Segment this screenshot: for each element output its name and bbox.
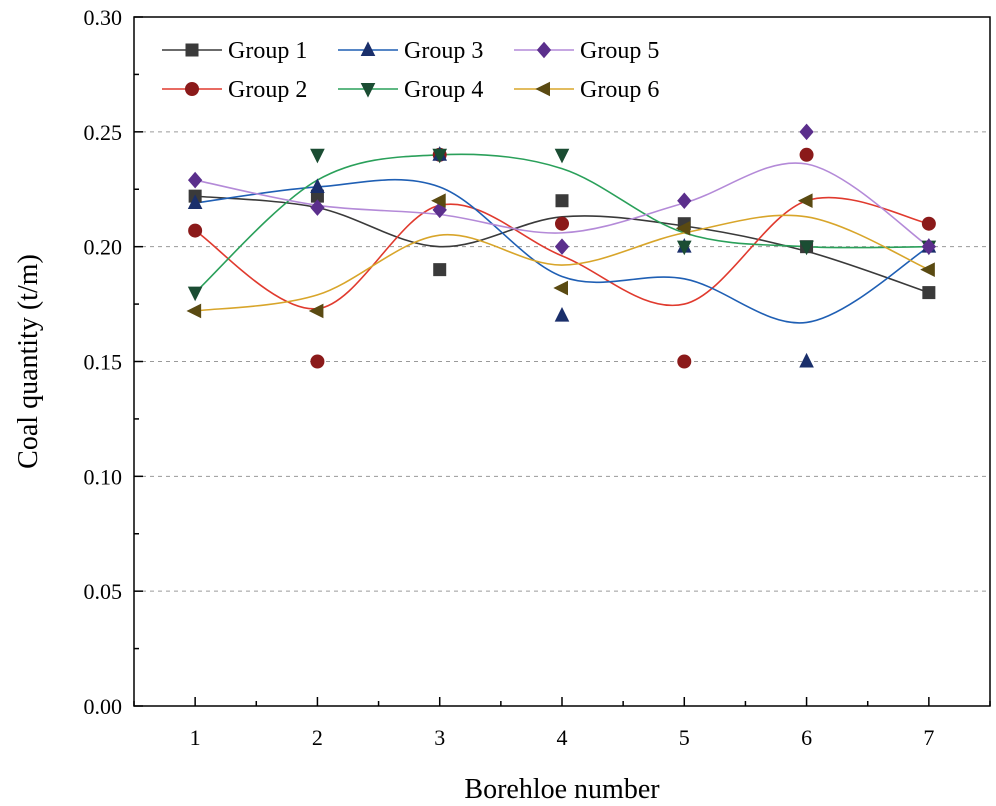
- group-2-point: [310, 354, 325, 369]
- legend-marker: [360, 83, 376, 98]
- legend-item-group-2: Group 2: [162, 77, 307, 103]
- y-tick-label: 0.10: [84, 464, 123, 489]
- axes: [133, 16, 991, 707]
- series-markers: [186, 123, 937, 369]
- legend-item-group-4: Group 4: [338, 77, 483, 103]
- group-5-point: [677, 192, 692, 209]
- group-1-point: [555, 194, 569, 208]
- group-5-point: [187, 171, 203, 189]
- group-1-point: [433, 263, 447, 277]
- y-tick-label: 0.15: [84, 350, 123, 375]
- legend-label: Group 3: [404, 38, 483, 64]
- group-1-point: [922, 286, 936, 300]
- group-5-point: [921, 238, 937, 255]
- legend-label: Group 5: [580, 38, 659, 64]
- x-tick-label: 6: [801, 725, 812, 750]
- group-3-point: [799, 352, 814, 368]
- group-2-point: [555, 216, 569, 231]
- legend-item-group-3: Group 3: [338, 38, 483, 64]
- legend: Group 1 Group 2 Group 3 Group 4 Group 5 Group…: [162, 38, 659, 103]
- group-4-point: [554, 148, 570, 164]
- y-tick-label: 0.05: [84, 579, 123, 604]
- group-4-point: [432, 148, 448, 164]
- group-6-curve: [195, 214, 930, 312]
- x-tick-label: 3: [434, 725, 445, 750]
- group-2-point: [188, 223, 203, 238]
- group-5-point: [799, 123, 814, 141]
- x-axis-title: Borehloe number: [464, 774, 660, 805]
- y-tick-label: 0.00: [84, 694, 123, 719]
- y-axis-title: Coal quantity (t/m): [13, 254, 44, 469]
- group-6-point: [675, 220, 691, 236]
- legend-item-group-6: Group 6: [514, 77, 659, 103]
- legend-marker: [536, 41, 552, 59]
- group-4-point: [799, 240, 814, 256]
- group-6-point: [308, 303, 324, 319]
- legend-label: Group 1: [228, 38, 307, 64]
- group-4-point: [310, 148, 325, 164]
- x-tick-label: 2: [312, 725, 323, 750]
- legend-label: Group 6: [580, 77, 659, 103]
- y-tick-label: 0.20: [84, 235, 123, 260]
- legend-label: Group 2: [228, 77, 307, 103]
- group-5-point: [554, 238, 570, 255]
- legend-item-group-5: Group 5: [514, 38, 659, 64]
- legend-marker: [360, 41, 376, 56]
- group-6-point: [920, 262, 935, 277]
- x-tick-label: 5: [679, 725, 690, 750]
- legend-marker: [185, 43, 199, 57]
- group-5-point: [310, 199, 325, 216]
- group-2-point: [799, 147, 814, 162]
- legend-marker: [535, 81, 550, 97]
- x-tick-label: 7: [923, 725, 934, 750]
- group-3-point: [187, 194, 203, 210]
- x-tick-label: 1: [190, 725, 201, 750]
- group-6-point: [186, 303, 202, 319]
- group-3-point: [554, 306, 570, 322]
- x-tick-label: 4: [557, 725, 568, 750]
- legend-marker: [185, 82, 199, 96]
- legend-label: Group 4: [404, 77, 483, 103]
- y-tick-label: 0.25: [84, 120, 123, 145]
- group-3-point: [310, 178, 325, 193]
- group-6-point: [431, 193, 446, 209]
- legend-item-group-1: Group 1: [162, 38, 307, 64]
- tick-labels: 0.00 0.05 0.10 0.15 0.20 0.25 0.30 1 2 3 4 5 6 7: [84, 5, 935, 750]
- group-6-point: [797, 193, 813, 209]
- group-4-point: [676, 240, 692, 256]
- group-4-point: [187, 286, 203, 302]
- group-2-point: [677, 354, 692, 369]
- y-tick-label: 0.30: [84, 5, 123, 30]
- group-2-point: [921, 216, 936, 231]
- group-6-point: [553, 280, 568, 296]
